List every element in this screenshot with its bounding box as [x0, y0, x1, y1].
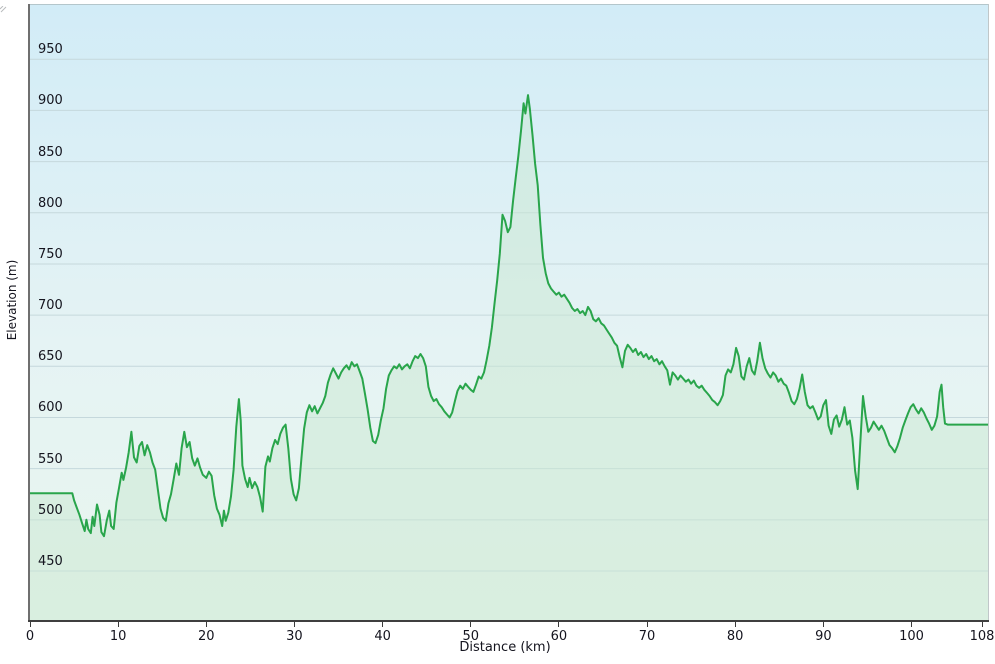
x-tick-label-20: 20: [198, 629, 215, 644]
elevation-area-chart: [30, 58, 988, 620]
y-tick-label-600: 600: [38, 400, 63, 416]
y-tick-label-750: 750: [38, 246, 63, 262]
x-tick-mark-10: [117, 622, 119, 627]
y-tick-label-800: 800: [38, 195, 63, 211]
y-tick-label-700: 700: [38, 298, 63, 314]
x-tick-mark-108: [981, 622, 983, 627]
x-tick-label-10: 10: [109, 629, 127, 644]
x-tick-label-60: 60: [550, 629, 568, 644]
x-tick-mark-50: [470, 622, 472, 627]
plot-area: 450 500 550 600 650 700 750 800 850 900 950: [30, 5, 988, 620]
y-axis-line: [28, 4, 30, 621]
x-tick-mark-30: [293, 622, 295, 627]
x-tick-mark-90: [822, 622, 824, 627]
x-tick-label-70: 70: [638, 629, 656, 644]
resize-grip-icon: [0, 0, 9, 13]
y-tick-label-500: 500: [38, 502, 63, 518]
y-axis-title: Elevation (m): [5, 259, 19, 341]
y-tick-label-650: 650: [38, 349, 63, 365]
x-axis-ticks: 0 10 20 30 40 50 60 70 80 90 100 108: [26, 620, 994, 664]
x-tick-label-80: 80: [726, 629, 744, 644]
x-tick-label-40: 40: [374, 629, 391, 644]
y-tick-label-450: 450: [38, 554, 63, 569]
y-tick-label-550: 550: [38, 451, 63, 467]
x-tick-mark-80: [734, 622, 736, 627]
x-tick-mark-70: [646, 622, 648, 627]
x-tick-label-90: 90: [815, 629, 832, 644]
plot-border-right: [988, 4, 989, 621]
x-tick-mark-0: [29, 622, 31, 627]
x-tick-mark-40: [382, 622, 384, 627]
elevation-area-fill: [30, 95, 988, 620]
y-tick-label-850: 850: [38, 144, 63, 160]
x-tick-label-30: 30: [286, 629, 303, 644]
x-tick-label-108: 108: [969, 629, 995, 644]
x-tick-label-0: 0: [25, 629, 35, 644]
x-tick-mark-20: [205, 622, 207, 627]
x-tick-label-50: 50: [462, 629, 480, 644]
x-tick-mark-60: [558, 622, 560, 627]
elevation-line: [30, 94, 988, 538]
y-tick-label-900: 900: [38, 93, 63, 109]
plot-border-top: [29, 4, 989, 5]
x-axis-title: Distance (km): [459, 640, 551, 655]
y-tick-label-950: 950: [38, 42, 63, 58]
x-axis-line: [28, 620, 989, 622]
x-tick-mark-100: [911, 622, 912, 627]
x-tick-label-100: 100: [899, 629, 924, 644]
